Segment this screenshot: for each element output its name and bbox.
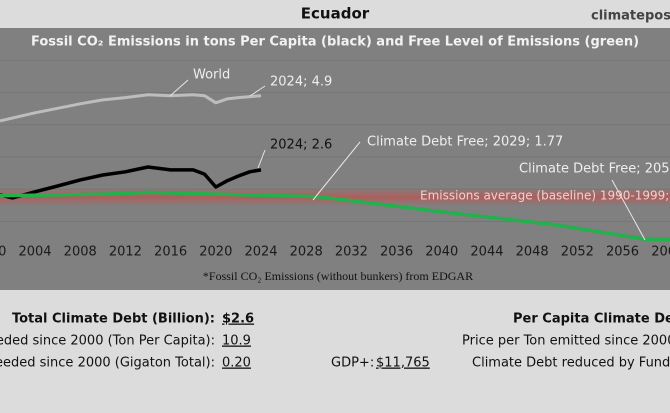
panel-label: eeded since 2000 (Gigaton Total): — [0, 356, 215, 371]
annotation-leader — [257, 149, 266, 169]
site-name: climatepositi — [591, 9, 670, 24]
x-tick-label: 2028 — [290, 245, 323, 260]
panel-value: $11,765 — [376, 356, 430, 371]
x-tick-label: 2016 — [154, 245, 187, 260]
plot-area — [0, 28, 670, 290]
chart-title: Ecuador — [301, 5, 370, 23]
x-tick-label: 2004 — [18, 245, 51, 260]
x-tick-label: 2056 — [606, 245, 639, 260]
x-tick-label: 2036 — [380, 245, 413, 260]
x-tick-label: 2048 — [516, 245, 549, 260]
x-tick-label: 2060 — [651, 245, 670, 260]
panel-label: GDP+: — [331, 356, 374, 371]
annotation-leader — [611, 179, 646, 241]
annotation: Climate Debt Free; 205 — [519, 162, 670, 177]
x-tick-label: 2008 — [64, 245, 97, 260]
annotation: 2024; 4.9 — [270, 75, 332, 90]
annotation-leader — [169, 79, 189, 97]
panel-value: 0.20 — [222, 356, 251, 371]
series-line — [0, 190, 670, 241]
annotation: Climate Debt Free; 2029; 1.77 — [367, 135, 563, 150]
x-tick-label: 2044 — [470, 245, 503, 260]
x-tick-label: 2020 — [199, 245, 232, 260]
panel-label: Climate Debt reduced by Fund — [472, 356, 670, 371]
x-tick-label: 2032 — [335, 245, 368, 260]
annotation: 2024; 2.6 — [270, 138, 332, 153]
x-tick-label: 2000 — [0, 245, 6, 260]
x-tick-label: 2040 — [425, 245, 458, 260]
series-line — [0, 165, 262, 200]
panel-label: Per Capita Climate Debt — [513, 312, 670, 327]
x-tick-label: 2024 — [244, 245, 277, 260]
panel-label: Price per Ton emitted since 2000 — [462, 334, 670, 349]
panel-value: $2.6 — [222, 312, 254, 327]
x-tick-label: 2052 — [561, 245, 594, 260]
panel-label: Total Climate Debt (Billion): — [12, 312, 215, 327]
x-tick-label: 2012 — [109, 245, 142, 260]
annotation-leader — [249, 85, 266, 97]
annotation: World — [193, 68, 230, 83]
annotation-leader — [312, 141, 361, 201]
subtitle: Fossil CO₂ Emissions in tons Per Capita … — [31, 35, 639, 50]
panel-value: 10.9 — [222, 334, 251, 349]
panel-label: eded since 2000 (Ton Per Capita): — [0, 334, 215, 349]
baseline-label: Emissions average (baseline) 1990-1999; … — [420, 188, 670, 202]
source-note: *Fossil CO₂ Emissions (without bunkers) … — [203, 269, 473, 283]
